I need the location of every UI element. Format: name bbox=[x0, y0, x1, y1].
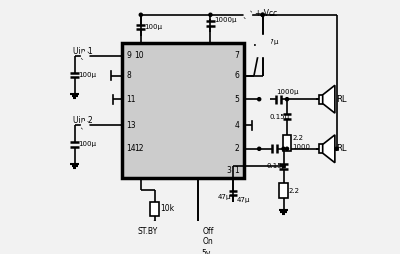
Bar bbox=[319, 145, 323, 153]
Text: 2: 2 bbox=[234, 144, 239, 153]
Circle shape bbox=[261, 13, 264, 16]
Text: 5: 5 bbox=[234, 95, 239, 104]
Text: 7: 7 bbox=[234, 51, 239, 60]
Text: 10k: 10k bbox=[160, 204, 174, 213]
Circle shape bbox=[282, 147, 285, 150]
Bar bbox=[283, 135, 291, 151]
Circle shape bbox=[209, 13, 212, 16]
Circle shape bbox=[258, 147, 261, 150]
Circle shape bbox=[286, 98, 288, 101]
Text: 100μ: 100μ bbox=[78, 72, 96, 78]
Text: 1000μ: 1000μ bbox=[276, 89, 299, 95]
Text: 13: 13 bbox=[126, 121, 136, 130]
Text: 14: 14 bbox=[126, 144, 136, 153]
Polygon shape bbox=[323, 85, 335, 113]
Text: Uin 1: Uin 1 bbox=[73, 47, 93, 56]
Text: 3: 3 bbox=[226, 166, 231, 175]
Circle shape bbox=[258, 98, 261, 101]
Circle shape bbox=[196, 229, 200, 234]
Bar bbox=[122, 43, 244, 178]
Circle shape bbox=[81, 51, 90, 60]
Text: 6: 6 bbox=[234, 71, 239, 80]
Polygon shape bbox=[323, 135, 335, 163]
Text: ST.BY: ST.BY bbox=[137, 227, 158, 236]
Text: 47μ: 47μ bbox=[266, 39, 280, 45]
Text: 0.15μ: 0.15μ bbox=[266, 163, 286, 169]
Text: 9: 9 bbox=[126, 51, 131, 60]
Text: 0.15μ: 0.15μ bbox=[270, 114, 290, 120]
Text: 47μ: 47μ bbox=[236, 197, 250, 203]
Circle shape bbox=[139, 13, 142, 16]
Text: 8: 8 bbox=[126, 71, 131, 80]
Text: 10: 10 bbox=[134, 51, 144, 60]
Bar bbox=[319, 95, 323, 104]
Text: 1: 1 bbox=[234, 166, 239, 175]
Text: On: On bbox=[203, 237, 213, 246]
Circle shape bbox=[196, 240, 200, 244]
Text: 4: 4 bbox=[234, 121, 239, 130]
Text: Off: Off bbox=[203, 227, 214, 236]
Circle shape bbox=[153, 221, 156, 224]
Text: 100μ: 100μ bbox=[78, 141, 96, 147]
Text: 100μ: 100μ bbox=[144, 24, 162, 30]
Text: 11: 11 bbox=[126, 95, 136, 104]
Text: 47μ: 47μ bbox=[218, 194, 231, 200]
Text: 12: 12 bbox=[134, 144, 143, 153]
Text: RL: RL bbox=[337, 95, 347, 104]
Circle shape bbox=[286, 147, 288, 150]
Circle shape bbox=[81, 121, 90, 130]
Circle shape bbox=[335, 147, 338, 150]
Circle shape bbox=[282, 165, 285, 168]
Text: + Vcc: + Vcc bbox=[255, 9, 277, 19]
Text: RL: RL bbox=[337, 144, 347, 153]
Circle shape bbox=[244, 10, 252, 19]
Text: 1000μ: 1000μ bbox=[214, 17, 236, 23]
Bar bbox=[150, 202, 159, 216]
Bar bbox=[279, 183, 288, 198]
Text: 1000: 1000 bbox=[292, 144, 310, 150]
Bar bbox=[256, 35, 270, 56]
Circle shape bbox=[261, 13, 264, 16]
Text: 2.2: 2.2 bbox=[292, 135, 303, 141]
Text: 5v: 5v bbox=[202, 249, 211, 254]
Text: Uin 2: Uin 2 bbox=[73, 116, 93, 125]
Text: 2.2: 2.2 bbox=[289, 187, 300, 194]
